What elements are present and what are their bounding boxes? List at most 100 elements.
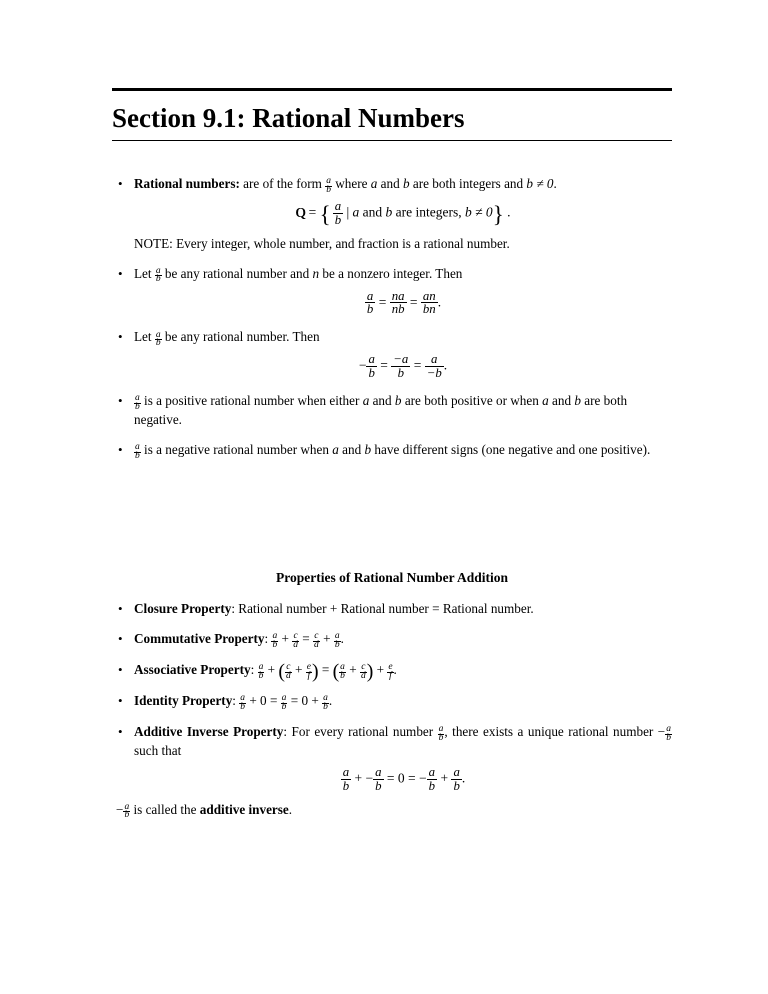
prop-name: Commutative Property	[134, 631, 265, 646]
bar: |	[343, 205, 352, 220]
frac: a−b	[425, 353, 444, 380]
frac-a-b: ab	[134, 395, 141, 411]
zero: 0	[260, 693, 267, 708]
note-line: NOTE: Every integer, whole number, and f…	[134, 235, 672, 253]
zero: 0	[398, 770, 405, 785]
colon: :	[265, 631, 272, 646]
text: are integers,	[392, 205, 465, 220]
text: and	[549, 393, 575, 408]
frac: ab	[339, 664, 346, 680]
frac: ab	[334, 633, 341, 649]
period: .	[504, 205, 511, 220]
frac-a-b: ab	[333, 200, 343, 227]
cond: b ≠ 0	[526, 176, 553, 191]
period: .	[289, 802, 292, 817]
bullet-scaling: Let ab be any rational number and n be a…	[116, 265, 672, 317]
minus: −	[359, 358, 367, 373]
frac: ab	[451, 766, 461, 793]
period: .	[438, 294, 441, 309]
text: and	[359, 205, 385, 220]
period: .	[553, 176, 556, 191]
text: and	[377, 176, 403, 191]
period: .	[341, 631, 344, 646]
text: are of the form	[240, 176, 325, 191]
text: is a positive rational number when eithe…	[141, 393, 363, 408]
colon: :	[251, 662, 258, 677]
text: are both positive or when	[402, 393, 543, 408]
eq-scaling: ab = nanb = anbn.	[134, 290, 672, 317]
paren-left: (	[278, 661, 285, 683]
frac: ab	[239, 695, 246, 711]
frac: cd	[360, 664, 367, 680]
eq-additive-inverse: ab + −ab = 0 = −ab + ab.	[134, 766, 672, 793]
prop-commutative: Commutative Property: ab + cd = cd + ab.	[116, 630, 672, 649]
var-b: b	[574, 393, 581, 408]
text: have different signs (one negative and o…	[371, 442, 650, 457]
prop-name: Closure Property	[134, 601, 231, 616]
frac: ab	[365, 290, 375, 317]
text: Let	[134, 266, 155, 281]
text: be any rational number. Then	[162, 329, 320, 344]
colon: :	[232, 693, 239, 708]
paren-right: )	[312, 661, 319, 683]
minus: −	[116, 802, 123, 817]
text: are both integers and	[410, 176, 527, 191]
prop-additive-inverse: Additive Inverse Property: For every rat…	[116, 723, 672, 820]
frac: ab	[341, 766, 351, 793]
page-title: Section 9.1: Rational Numbers	[112, 101, 672, 140]
frac: ab	[665, 726, 672, 742]
frac: anbn	[421, 290, 438, 317]
frac: nanb	[390, 290, 407, 317]
period: .	[329, 693, 332, 708]
period: .	[444, 358, 447, 373]
var-a: a	[542, 393, 549, 408]
bullet-negation: Let ab be any rational number. Then −ab …	[116, 328, 672, 380]
period: .	[462, 770, 465, 785]
frac-a-b: ab	[325, 178, 332, 194]
frac: ab	[427, 766, 437, 793]
text: such that	[134, 743, 181, 758]
frac-a-b: ab	[155, 332, 162, 348]
text: : Rational number + Rational number = Ra…	[231, 601, 533, 616]
frac: cd	[313, 633, 320, 649]
eq-negation: −ab = −ab = a−b.	[134, 353, 672, 380]
text: be any rational number and	[162, 266, 313, 281]
term-additive-inverse: additive inverse	[200, 802, 289, 817]
bullet-negative: ab is a negative rational number when a …	[116, 441, 672, 460]
prop-associative: Associative Property: ab + (cd + ef) = (…	[116, 661, 672, 680]
frac: cd	[292, 633, 299, 649]
prop-name: Associative Property	[134, 662, 251, 677]
text: and	[339, 442, 365, 457]
paren-left: (	[333, 661, 340, 683]
lead-term: Rational numbers:	[134, 176, 240, 191]
text: and	[369, 393, 395, 408]
cond: b ≠ 0	[465, 205, 493, 220]
text: is called the	[130, 802, 200, 817]
brace-left: {	[320, 202, 331, 227]
bullet-rational-def: Rational numbers: are of the form ab whe…	[116, 175, 672, 253]
blackboard-Q: Q	[296, 204, 306, 222]
var-a: a	[332, 442, 339, 457]
bullet-positive: ab is a positive rational number when ei…	[116, 392, 672, 429]
document-page: Section 9.1: Rational Numbers Rational n…	[0, 0, 768, 994]
var-b: b	[403, 176, 410, 191]
var-b: b	[395, 393, 402, 408]
definitions-list: Rational numbers: are of the form ab whe…	[116, 175, 672, 460]
prop-closure: Closure Property: Rational number + Rati…	[116, 600, 672, 618]
properties-heading: Properties of Rational Number Addition	[112, 570, 672, 586]
brace-right: }	[493, 202, 504, 227]
frac-a-b: ab	[134, 444, 141, 460]
title-underline	[112, 140, 672, 141]
text: : For every rational number	[283, 724, 437, 739]
prop-name: Identity Property	[134, 693, 232, 708]
text: where	[332, 176, 371, 191]
frac: ab	[322, 695, 329, 711]
prop-identity: Identity Property: ab + 0 = ab = 0 + ab.	[116, 692, 672, 711]
set-definition: Q = {ab | a and b are integers, b ≠ 0} .	[134, 200, 672, 227]
text: be a nonzero integer. Then	[319, 266, 462, 281]
frac: −ab	[391, 353, 410, 380]
text: Let	[134, 329, 155, 344]
text: is a negative rational number when	[141, 442, 333, 457]
minus: −	[658, 724, 665, 739]
top-rule	[112, 88, 672, 91]
